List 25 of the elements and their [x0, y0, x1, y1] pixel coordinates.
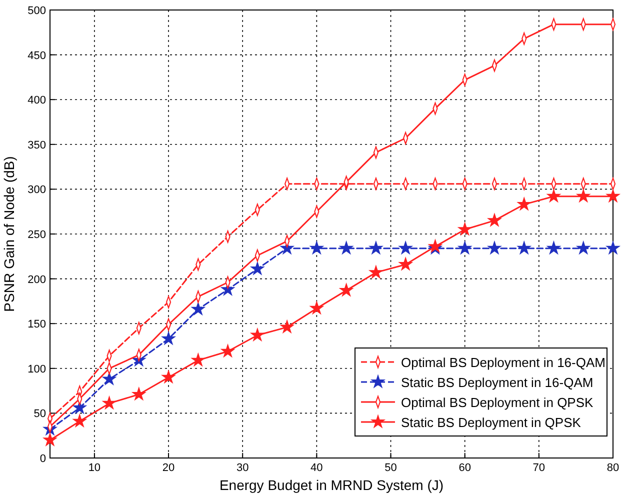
- y-tick-label: 150: [28, 318, 46, 331]
- y-tick-label: 450: [28, 50, 46, 62]
- y-tick-label: 250: [28, 229, 46, 241]
- y-tick-label: 400: [28, 94, 46, 107]
- y-tick-label: 50: [34, 408, 46, 420]
- y-tick-label: 350: [28, 139, 46, 152]
- x-tick-label: 80: [606, 462, 620, 474]
- x-axis-title: Energy Budget in MRND System (J): [219, 477, 444, 493]
- legend-label: Static BS Deployment in QPSK: [401, 415, 582, 430]
- y-tick-label: 100: [28, 363, 46, 376]
- legend-label: Optimal BS Deployment in QPSK: [401, 395, 594, 410]
- x-tick-label: 10: [88, 462, 101, 474]
- y-tick-label: 200: [28, 274, 46, 286]
- x-tick-label: 70: [532, 462, 546, 474]
- y-axis-title: PSNR Gain of Node (dB): [1, 156, 17, 312]
- legend-label: Optimal BS Deployment in 16-QAM: [401, 355, 606, 370]
- legend-label: Static BS Deployment in 16-QAM: [401, 375, 594, 390]
- y-tick-label: 0: [40, 453, 46, 465]
- y-tick-label: 500: [28, 5, 46, 17]
- x-tick-label: 20: [162, 462, 175, 474]
- x-tick-label: 40: [310, 462, 323, 474]
- y-tick-label: 300: [28, 184, 46, 196]
- x-tick-label: 50: [384, 462, 397, 474]
- x-tick-label: 60: [458, 462, 471, 474]
- x-tick-label: 30: [236, 462, 249, 474]
